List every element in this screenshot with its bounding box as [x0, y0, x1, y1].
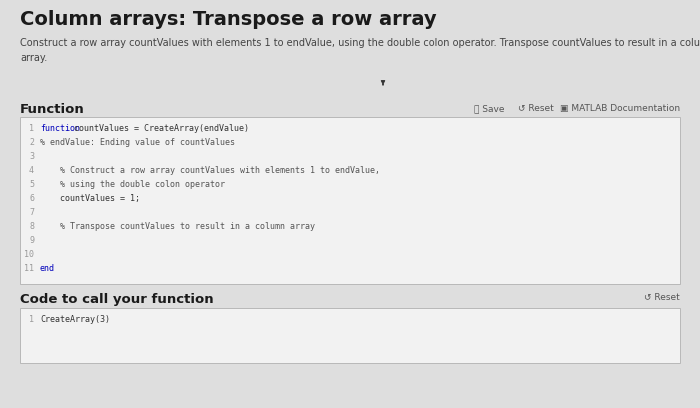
Text: % using the double colon operator: % using the double colon operator: [40, 180, 225, 189]
Text: 11: 11: [24, 264, 34, 273]
Text: end: end: [40, 264, 55, 273]
Text: 7: 7: [29, 208, 34, 217]
Text: 2: 2: [29, 138, 34, 147]
Text: 5: 5: [29, 180, 34, 189]
Text: 6: 6: [29, 194, 34, 203]
Text: countValues = CreateArray(endValue): countValues = CreateArray(endValue): [69, 124, 249, 133]
Text: ▣ MATLAB Documentation: ▣ MATLAB Documentation: [560, 104, 680, 113]
FancyBboxPatch shape: [20, 308, 680, 363]
Text: 10: 10: [24, 250, 34, 259]
Text: 3: 3: [29, 152, 34, 161]
Text: countValues = 1;: countValues = 1;: [40, 194, 140, 203]
Text: 8: 8: [29, 222, 34, 231]
Text: Column arrays: Transpose a row array: Column arrays: Transpose a row array: [20, 10, 437, 29]
Text: 9: 9: [29, 236, 34, 245]
FancyBboxPatch shape: [20, 117, 680, 284]
Text: % Construct a row array countValues with elements 1 to endValue,: % Construct a row array countValues with…: [40, 166, 380, 175]
Text: CreateArray(3): CreateArray(3): [40, 315, 110, 324]
Text: ⎘ Save: ⎘ Save: [473, 104, 504, 113]
Text: Function: Function: [20, 103, 85, 116]
Text: 4: 4: [29, 166, 34, 175]
Text: Code to call your function: Code to call your function: [20, 293, 214, 306]
Text: 1: 1: [29, 315, 34, 324]
Text: function: function: [40, 124, 80, 133]
Text: 1: 1: [29, 124, 34, 133]
Text: ↺ Reset: ↺ Reset: [644, 293, 680, 302]
Text: ↺ Reset: ↺ Reset: [518, 104, 554, 113]
Text: % endValue: Ending value of countValues: % endValue: Ending value of countValues: [40, 138, 235, 147]
Text: Construct a row array countValues with elements 1 to endValue, using the double : Construct a row array countValues with e…: [20, 38, 700, 63]
Text: % Transpose countValues to result in a column array: % Transpose countValues to result in a c…: [40, 222, 315, 231]
